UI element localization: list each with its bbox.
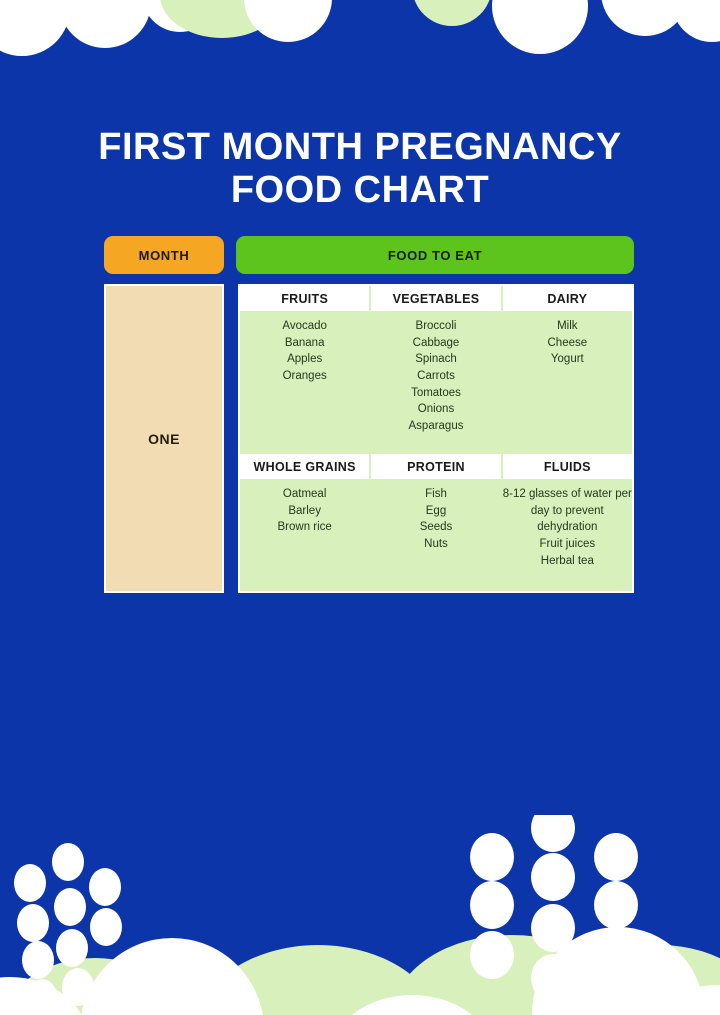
cloud-blob: [194, 945, 442, 1015]
dot: [89, 868, 121, 906]
column-items-protein: Fish Egg Seeds Nuts: [371, 479, 500, 591]
food-item: Herbal tea: [540, 554, 594, 567]
dot: [470, 931, 514, 979]
food-item: Banana: [284, 336, 325, 349]
page-title-line-1: FIRST MONTH PREGNANCY: [98, 126, 622, 168]
column-header-fruits: FRUITS: [240, 286, 370, 311]
table-row: FRUITS VEGETABLES DAIRY Avocado Banana App…: [240, 286, 632, 454]
food-item: Avocado: [282, 320, 327, 332]
month-value-label: ONE: [148, 430, 180, 447]
table-row-header: WHOLE GRAINS PROTEIN FLUIDS: [240, 454, 632, 479]
cloud-circle: [414, 0, 490, 26]
cloud-circle: [0, 0, 70, 56]
header-pill-food-label: FOOD TO EAT: [387, 247, 483, 263]
dot: [54, 888, 86, 926]
cloud-circle: [59, 0, 151, 48]
column-header-vegetables: VEGETABLES: [371, 286, 501, 311]
dot: [531, 853, 575, 901]
bottom-cloud-decoration: [0, 815, 720, 1015]
column-header-dairy: DAIRY: [502, 286, 632, 311]
food-item: Oatmeal: [282, 488, 327, 500]
column-items-whole-grains: Oatmeal Barley Brown rice: [240, 479, 369, 591]
top-cloud-decoration: [0, 0, 720, 56]
food-item: Spinach: [415, 353, 457, 366]
food-item: Seeds: [419, 521, 453, 534]
dot: [56, 929, 88, 967]
header-pill-month-label: MONTH: [138, 247, 190, 263]
food-item: Oranges: [282, 370, 327, 383]
food-table: FRUITS VEGETABLES DAIRY Avocado Banana App…: [238, 284, 634, 593]
column-header-protein: PROTEIN: [371, 454, 501, 479]
cloud-circle: [160, 0, 284, 38]
food-item: Cheese: [547, 336, 588, 349]
cloud-blob: [81, 938, 263, 1015]
dot: [52, 843, 84, 881]
cloud-circle: [601, 0, 689, 36]
table-header-row: MONTH FOOD TO EAT: [104, 236, 634, 274]
column-items-dairy: Milk Cheese Yogurt: [503, 311, 632, 454]
dot: [594, 833, 638, 881]
page-title-line-2: FOOD CHART: [230, 168, 490, 211]
food-item: Carrots: [417, 370, 455, 383]
food-item: Cabbage: [412, 336, 460, 349]
page-title: FIRST MONTH PREGNANCY FOOD CHART: [0, 126, 720, 211]
dot: [531, 815, 575, 852]
table-row-header: FRUITS VEGETABLES DAIRY: [240, 286, 632, 311]
cloud-blob: [551, 945, 720, 1015]
cloud-circle: [244, 0, 332, 42]
food-item: Apples: [287, 353, 323, 366]
food-item: Egg: [425, 504, 447, 517]
cloud-blob: [351, 995, 473, 1015]
food-item: 8-12 glasses of water per day to prevent…: [502, 488, 632, 534]
dot: [531, 954, 575, 1002]
cloud-blob: [394, 935, 630, 1015]
dot: [62, 968, 94, 1006]
table-row-body: Avocado Banana Apples Oranges Broccoli Cabba…: [240, 311, 632, 454]
dot: [531, 904, 575, 952]
food-item: Yogurt: [550, 353, 584, 366]
dot: [90, 908, 122, 946]
month-value-cell: ONE: [104, 284, 224, 593]
food-item: Broccoli: [415, 320, 457, 332]
food-item: Nuts: [424, 538, 448, 551]
table-row-body: Oatmeal Barley Brown rice Fish Egg Seeds Nuts…: [240, 479, 632, 591]
cloud-circle: [196, 0, 264, 22]
food-item: Tomatoes: [411, 386, 461, 399]
column-items-vegetables: Broccoli Cabbage Spinach Carrots Tomatoes Oni…: [371, 311, 500, 454]
column-header-fluids: FLUIDS: [502, 454, 632, 479]
column-items-fluids: 8-12 glasses of water per day to prevent…: [503, 479, 632, 591]
food-item: Brown rice: [277, 521, 332, 534]
dot: [470, 833, 514, 881]
dot: [27, 979, 57, 1015]
food-item: Milk: [557, 320, 578, 332]
food-item: Asparagus: [408, 420, 464, 433]
food-item: Fish: [425, 488, 447, 500]
table-row: WHOLE GRAINS PROTEIN FLUIDS Oatmeal Barle…: [240, 454, 632, 591]
header-pill-food-to-eat: FOOD TO EAT: [236, 236, 634, 274]
cloud-circle: [492, 0, 588, 54]
dot: [17, 904, 49, 942]
dot: [470, 881, 514, 929]
food-item: Onions: [417, 403, 455, 416]
food-item: Fruit juices: [539, 538, 596, 551]
dot: [14, 864, 46, 902]
food-item: Barley: [288, 504, 321, 517]
column-items-fruits: Avocado Banana Apples Oranges: [240, 311, 369, 454]
cloud-blob: [532, 927, 704, 1015]
cloud-circle: [142, 0, 218, 32]
dot: [594, 881, 638, 929]
header-pill-month: MONTH: [104, 236, 224, 274]
cloud-blob: [2, 958, 188, 1015]
cloud-blob: [0, 977, 82, 1015]
dot: [22, 941, 54, 979]
cloud-circle: [672, 0, 720, 42]
column-header-whole-grains: WHOLE GRAINS: [240, 454, 370, 479]
cloud-blob: [653, 985, 720, 1015]
